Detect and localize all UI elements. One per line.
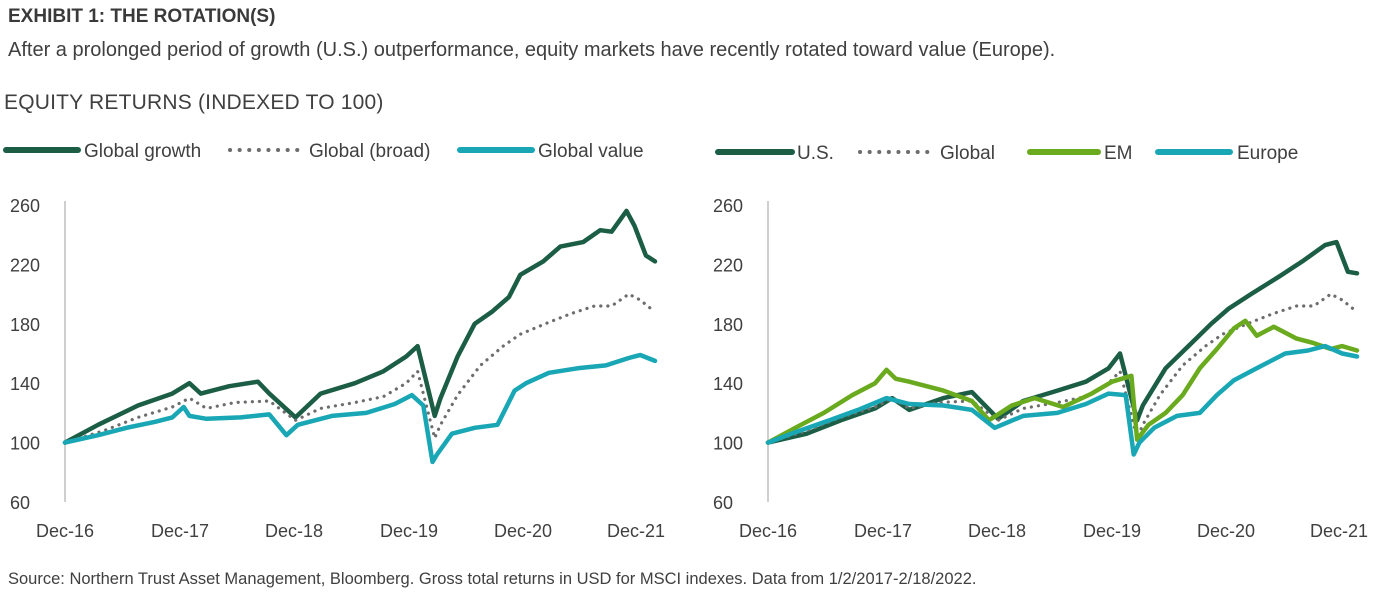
x-tick-label: Dec-21 <box>1310 521 1368 541</box>
exhibit-title: EXHIBIT 1: THE ROTATION(S) <box>8 6 276 27</box>
y-tick-label: 220 <box>713 255 743 275</box>
y-tick-label: 260 <box>10 196 40 216</box>
x-tick-label: Dec-17 <box>854 521 912 541</box>
x-tick-label: Dec-21 <box>607 521 665 541</box>
legend-label: Global <box>940 143 995 164</box>
series-line-global <box>766 292 1359 445</box>
series-line-global-growth <box>62 208 658 445</box>
chart-subtitle: After a prolonged period of growth (U.S.… <box>8 39 1056 61</box>
legend-label: Europe <box>1237 143 1298 164</box>
x-tick-label: Dec-16 <box>36 521 94 541</box>
y-tick-label: 260 <box>713 196 743 216</box>
legend-label: Global growth <box>84 141 201 162</box>
series-line-global-value <box>62 352 658 465</box>
x-tick-label: Dec-20 <box>494 521 552 541</box>
y-tick-label: 100 <box>10 434 40 454</box>
x-tick-label: Dec-20 <box>1197 521 1255 541</box>
x-tick-label: Dec-18 <box>968 521 1026 541</box>
x-tick-label: Dec-19 <box>380 521 438 541</box>
x-tick-label: Dec-17 <box>151 521 209 541</box>
legend-label: Global value <box>538 141 644 162</box>
y-tick-label: 220 <box>10 255 40 275</box>
y-tick-label: 60 <box>713 493 733 513</box>
x-tick-label: Dec-19 <box>1083 521 1141 541</box>
series-line-europe <box>765 343 1360 457</box>
series-line-em <box>765 318 1360 445</box>
y-tick-label: 60 <box>10 493 30 513</box>
legend-label: Global (broad) <box>309 141 430 162</box>
y-tick-label: 180 <box>713 315 743 335</box>
y-tick-label: 180 <box>10 315 40 335</box>
y-tick-label: 140 <box>10 374 40 394</box>
legend-label: EM <box>1104 143 1133 164</box>
charts-canvas: 60 100 140 180 220 260 Dec-16 Dec-17 Dec-18 Dec-1… <box>3 141 1368 541</box>
x-tick-label: Dec-18 <box>265 521 323 541</box>
source-note: Source: Northern Trust Asset Management,… <box>8 570 977 588</box>
y-tick-label: 100 <box>713 434 743 454</box>
y-tick-label: 140 <box>713 374 743 394</box>
legend-label: U.S. <box>797 143 834 164</box>
x-tick-label: Dec-16 <box>739 521 797 541</box>
series-line-global-broad <box>63 292 657 445</box>
section-title: EQUITY RETURNS (INDEXED TO 100) <box>4 91 384 114</box>
